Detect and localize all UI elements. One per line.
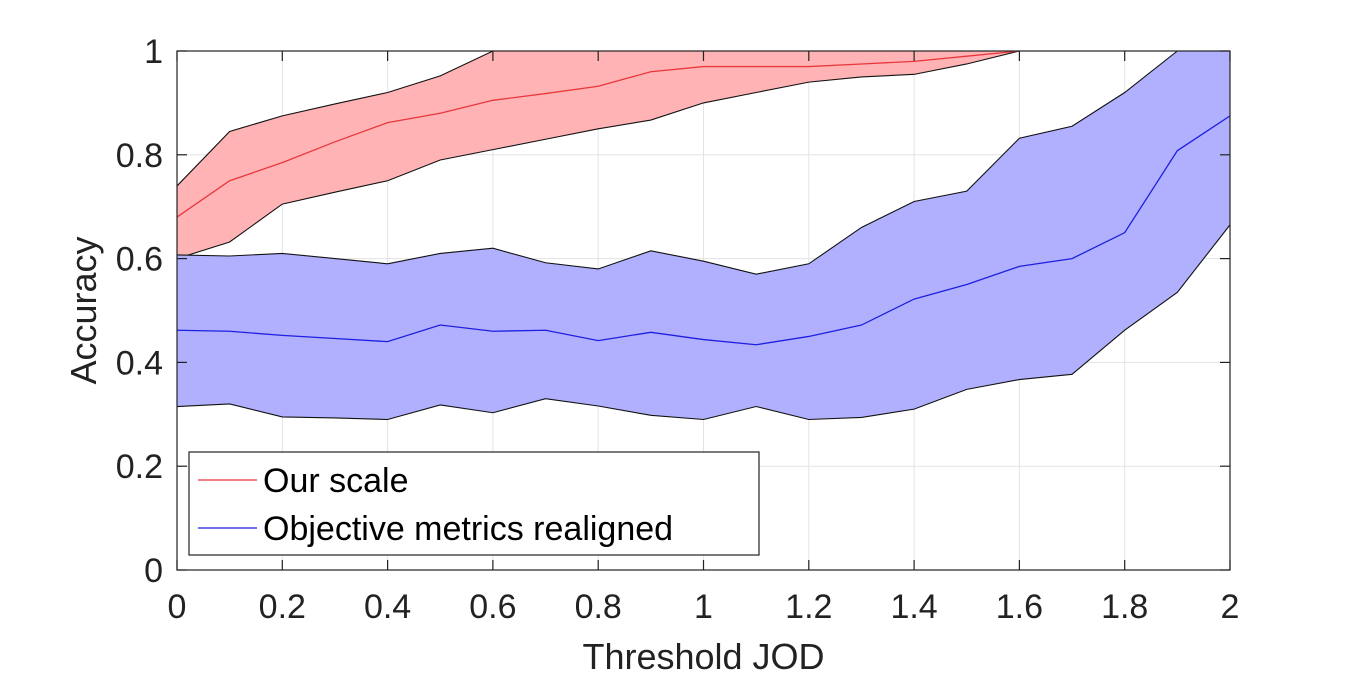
x-axis-label: Threshold JOD [582, 636, 824, 677]
x-tick-label: 0 [168, 588, 187, 626]
x-tick-label: 0.8 [575, 588, 622, 626]
x-tick-label: 1.6 [996, 588, 1043, 626]
y-tick-labels: 0 0.2 0.4 0.6 0.8 1 [116, 33, 163, 590]
legend-label-objective-metrics: Objective metrics realigned [263, 510, 673, 548]
band-objective-metrics [177, 51, 1230, 420]
x-tick-label: 1.4 [890, 588, 937, 626]
legend-label-our-scale: Our scale [263, 462, 409, 500]
series-lines [176, 50, 1231, 346]
mean-line-objective-metrics [176, 115, 1231, 346]
x-tick-label: 1.8 [1101, 588, 1148, 626]
x-tick-label: 0.2 [259, 588, 306, 626]
band-our-scale [177, 51, 1020, 259]
y-tick-label: 0.2 [116, 448, 163, 486]
y-tick-label: 1 [144, 33, 163, 71]
x-tick-label: 1.2 [785, 588, 832, 626]
mean-line-our-scale [176, 50, 1020, 218]
lower-bound-our-scale [176, 50, 1020, 260]
lower-bound-objective-metrics [176, 224, 1231, 421]
y-tick-label: 0.4 [116, 344, 163, 382]
y-tick-label: 0.8 [116, 137, 163, 175]
y-tick-label: 0.6 [116, 241, 163, 279]
legend: Our scale Objective metrics realigned [188, 451, 760, 556]
x-tick-labels: 0 0.2 0.4 0.6 0.8 1 1.2 1.4 1.6 1.8 2 [168, 588, 1240, 626]
y-tick-label: 0 [144, 552, 163, 590]
y-axis-label: Accuracy [63, 236, 104, 384]
x-tick-label: 2 [1221, 588, 1240, 626]
axis-ticks [176, 50, 1231, 571]
x-tick-label: 1 [694, 588, 713, 626]
legend-box [188, 451, 760, 556]
x-tick-label: 0.4 [364, 588, 411, 626]
x-tick-label: 0.6 [469, 588, 516, 626]
upper-bound-objective-metrics [176, 50, 1230, 275]
